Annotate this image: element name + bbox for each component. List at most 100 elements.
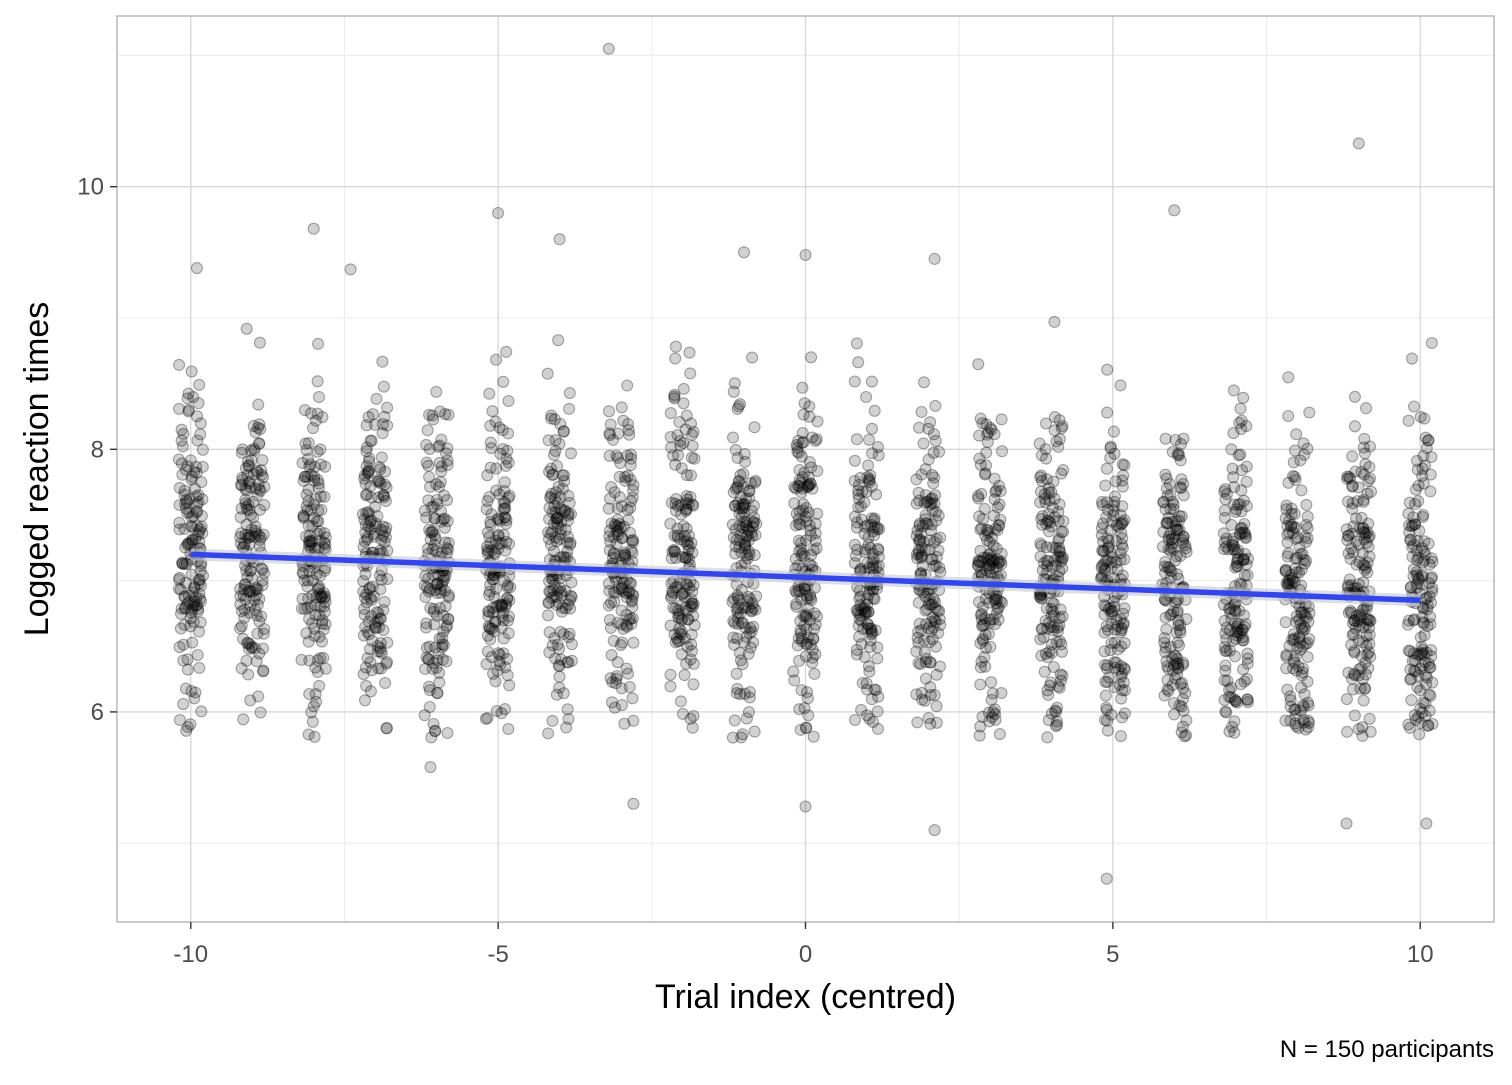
- data-point: [747, 499, 760, 512]
- data-point: [250, 655, 263, 668]
- data-point: [310, 568, 323, 581]
- data-point: [975, 655, 988, 668]
- data-point: [916, 693, 929, 706]
- data-point: [177, 638, 190, 651]
- data-point: [483, 530, 496, 543]
- data-point: [749, 603, 762, 616]
- data-point: [618, 546, 631, 559]
- data-point: [381, 419, 394, 432]
- data-point: [178, 488, 191, 501]
- data-point: [429, 724, 442, 737]
- data-point: [184, 519, 197, 533]
- data-point: [1101, 724, 1114, 737]
- data-point: [253, 437, 266, 450]
- outlier-point: [737, 246, 751, 259]
- data-point: [1298, 716, 1311, 729]
- data-point: [182, 596, 196, 609]
- data-point: [173, 641, 186, 654]
- data-point: [357, 540, 370, 553]
- data-point: [913, 535, 926, 548]
- data-point: [484, 578, 497, 591]
- data-point: [798, 619, 811, 632]
- data-point: [186, 534, 199, 547]
- data-point: [502, 427, 515, 440]
- data-point: [238, 578, 251, 591]
- data-point: [490, 462, 503, 475]
- data-point: [357, 575, 370, 588]
- data-point: [240, 322, 253, 335]
- data-point: [366, 634, 379, 648]
- data-point: [184, 454, 197, 467]
- data-point: [618, 717, 631, 730]
- data-point: [747, 636, 760, 649]
- data-point: [1301, 510, 1314, 523]
- data-point: [685, 645, 699, 658]
- data-point: [809, 517, 822, 530]
- data-point: [297, 509, 310, 522]
- data-point: [318, 490, 331, 503]
- data-point: [910, 548, 923, 561]
- data-point: [1042, 525, 1056, 538]
- data-point: [666, 545, 679, 558]
- data-point: [251, 583, 264, 596]
- data-point: [1051, 621, 1064, 634]
- data-point: [807, 632, 820, 645]
- data-point: [976, 601, 989, 614]
- data-point: [303, 687, 316, 701]
- data-point: [428, 529, 441, 542]
- data-point: [1303, 406, 1316, 419]
- data-point: [1038, 488, 1051, 501]
- data-point: [668, 628, 681, 641]
- data-point: [173, 481, 186, 494]
- data-point: [664, 517, 677, 530]
- data-point: [915, 527, 928, 541]
- data-point: [1405, 694, 1418, 707]
- data-point: [672, 449, 685, 462]
- data-point: [979, 641, 992, 654]
- data-point: [979, 660, 992, 673]
- data-point: [747, 620, 760, 633]
- data-point: [1225, 443, 1238, 456]
- data-point: [375, 533, 388, 546]
- data-point: [192, 397, 205, 410]
- data-point: [731, 601, 744, 614]
- data-point: [188, 595, 201, 608]
- data-point: [308, 730, 321, 743]
- data-point: [192, 489, 205, 502]
- data-point: [1405, 352, 1419, 365]
- data-point: [177, 698, 190, 711]
- data-point: [491, 513, 504, 526]
- data-point: [370, 606, 383, 619]
- data-point: [789, 482, 802, 495]
- x-tick-label: 10: [1407, 941, 1434, 968]
- data-point: [557, 627, 570, 641]
- data-point: [239, 593, 252, 606]
- data-point: [299, 437, 312, 450]
- data-point: [1045, 486, 1058, 499]
- data-point: [427, 717, 440, 731]
- data-point: [1301, 442, 1314, 455]
- data-point: [565, 591, 578, 604]
- data-point: [928, 596, 942, 609]
- data-point: [743, 484, 756, 497]
- data-point: [442, 589, 455, 602]
- data-point: [992, 557, 1005, 570]
- data-point: [911, 552, 924, 565]
- data-point: [789, 552, 802, 565]
- data-point: [858, 496, 871, 509]
- data-point: [429, 544, 443, 557]
- data-point: [1047, 475, 1060, 488]
- data-point: [727, 531, 740, 544]
- data-point: [1057, 515, 1070, 528]
- data-point: [913, 519, 926, 532]
- data-point: [1041, 684, 1054, 697]
- data-point: [1054, 550, 1067, 564]
- data-point: [871, 705, 884, 718]
- data-point: [995, 547, 1008, 560]
- data-point: [242, 459, 255, 472]
- data-point: [1040, 567, 1053, 580]
- data-point: [611, 656, 624, 669]
- data-point: [975, 522, 988, 535]
- data-point: [306, 422, 320, 435]
- data-point: [314, 458, 327, 471]
